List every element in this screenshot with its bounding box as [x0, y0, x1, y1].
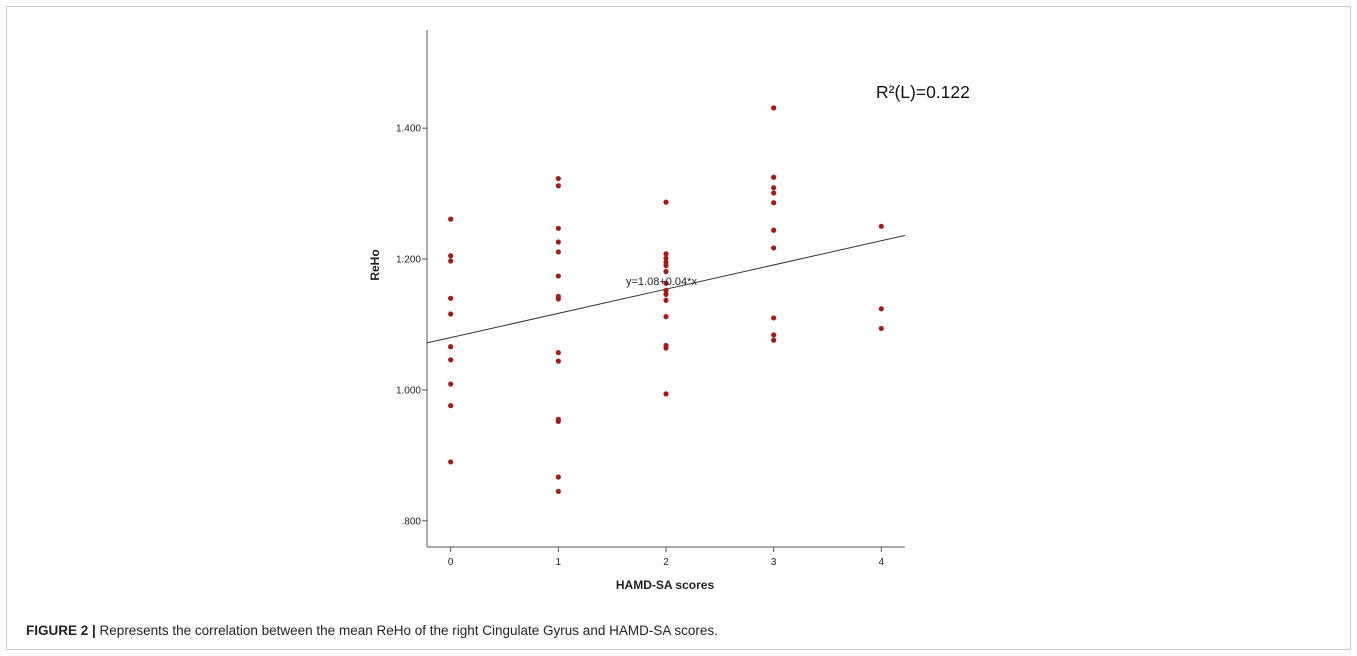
- data-point: [663, 314, 669, 320]
- data-point: [448, 459, 454, 465]
- data-point: [663, 268, 669, 275]
- data-point: [663, 262, 669, 269]
- figure-frame: [6, 6, 1351, 650]
- data-point: [663, 345, 669, 351]
- data-point: [555, 249, 561, 255]
- figure-caption-text: Represents the correlation between the m…: [95, 623, 718, 638]
- y-ticks: .800 1.000 1.200 1.400: [396, 124, 427, 527]
- data-point: [663, 297, 669, 303]
- data-point: [663, 255, 669, 261]
- data-point: [663, 199, 669, 205]
- figure-caption-label: FIGURE 2 |: [26, 623, 96, 638]
- data-point: [448, 311, 454, 317]
- data-point: [771, 185, 777, 191]
- data-point: [555, 239, 561, 245]
- data-point: [448, 357, 454, 363]
- data-point: [771, 227, 777, 233]
- data-point: [448, 258, 454, 264]
- x-tick-label: 3: [771, 557, 777, 568]
- x-ticks: 0 1 2 3 4: [448, 547, 885, 568]
- data-point: [771, 337, 777, 343]
- data-point: [555, 225, 561, 231]
- data-point: [771, 174, 777, 180]
- data-point: [448, 403, 454, 409]
- x-tick-label: 0: [448, 557, 454, 568]
- data-point: [663, 291, 669, 297]
- y-tick-label: 1.400: [396, 124, 421, 135]
- y-tick-label: 1.000: [396, 385, 421, 396]
- data-point: [663, 280, 669, 286]
- x-axis-label: HAMD-SA scores: [616, 578, 715, 592]
- data-point: [448, 216, 454, 222]
- data-point: [555, 488, 561, 494]
- data-point: [663, 391, 669, 397]
- data-point: [771, 332, 777, 338]
- data-point: [555, 418, 561, 424]
- y-tick-label: .800: [402, 516, 422, 527]
- data-point: [771, 200, 777, 206]
- x-tick-label: 4: [879, 557, 885, 568]
- data-point: [878, 223, 884, 229]
- data-point: [771, 105, 777, 111]
- x-tick-label: 2: [663, 557, 669, 568]
- data-point: [555, 296, 561, 302]
- fit-equation-label: y=1.08+0.04*x: [626, 276, 697, 288]
- y-axis-label: ReHo: [368, 249, 382, 280]
- r-squared-label: R²(L)=0.122: [876, 82, 970, 102]
- data-point: [878, 325, 884, 332]
- figure-caption: FIGURE 2 | Represents the correlation be…: [26, 623, 718, 638]
- data-point: [555, 474, 561, 480]
- data-point: [771, 315, 777, 321]
- x-tick-label: 1: [556, 557, 562, 568]
- data-point: [663, 251, 669, 257]
- data-point: [448, 381, 454, 387]
- data-point: [555, 358, 561, 364]
- data-point: [878, 306, 884, 312]
- data-point: [448, 295, 454, 301]
- data-point: [448, 344, 454, 350]
- data-point: [771, 190, 777, 196]
- data-point: [555, 175, 561, 182]
- data-points: [448, 105, 884, 494]
- data-point: [555, 273, 561, 279]
- y-tick-label: 1.200: [396, 255, 421, 266]
- data-point: [555, 183, 561, 189]
- data-point: [448, 253, 454, 259]
- data-point: [771, 245, 777, 251]
- data-point: [555, 350, 561, 356]
- data-point: [663, 287, 669, 294]
